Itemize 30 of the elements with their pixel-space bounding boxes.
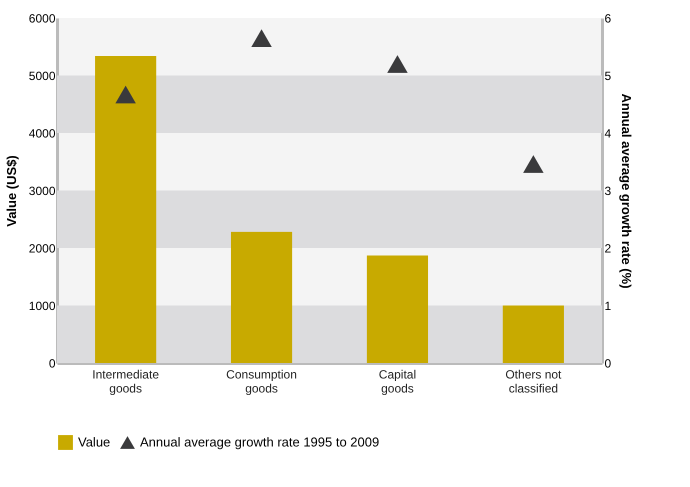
legend-label: Value <box>78 434 110 450</box>
y2-tick-label: 4 <box>604 126 612 140</box>
x-tick-label: Others not classified <box>505 368 562 396</box>
y-tick-label: 3000 <box>28 184 56 198</box>
x-tick-label: Intermediate goods <box>92 368 160 396</box>
y2-tick-label: 0 <box>604 356 612 370</box>
legend-label: Annual average growth rate 1995 to 2009 <box>140 434 380 450</box>
y-tick-label: 5000 <box>28 69 56 83</box>
y2-tick-label: 6 <box>604 12 612 26</box>
y-axis-title: Value (US$) <box>4 155 19 227</box>
x-tick-label: Capital goods <box>378 368 416 396</box>
y2-tick-label: 1 <box>604 299 612 313</box>
y-tick-label: 0 <box>48 356 56 370</box>
bar <box>366 255 428 363</box>
y-tick-label: 6000 <box>28 12 56 26</box>
y2-tick-label: 3 <box>604 184 612 198</box>
point <box>523 155 544 173</box>
point <box>115 86 136 104</box>
bar <box>230 232 292 363</box>
y2-tick-label: 5 <box>604 69 612 83</box>
y-tick-label: 1000 <box>28 299 56 313</box>
y-tick-label: 4000 <box>28 126 56 140</box>
point <box>251 29 272 47</box>
bar <box>502 306 564 363</box>
y-tick-label: 2000 <box>28 242 56 256</box>
y2-tick-label: 2 <box>604 242 612 256</box>
x-tick-label: Consumption goods <box>226 368 297 396</box>
point <box>387 55 408 73</box>
y2-axis-title: Annual average growth rate (%) <box>619 93 634 289</box>
bar <box>95 56 156 363</box>
